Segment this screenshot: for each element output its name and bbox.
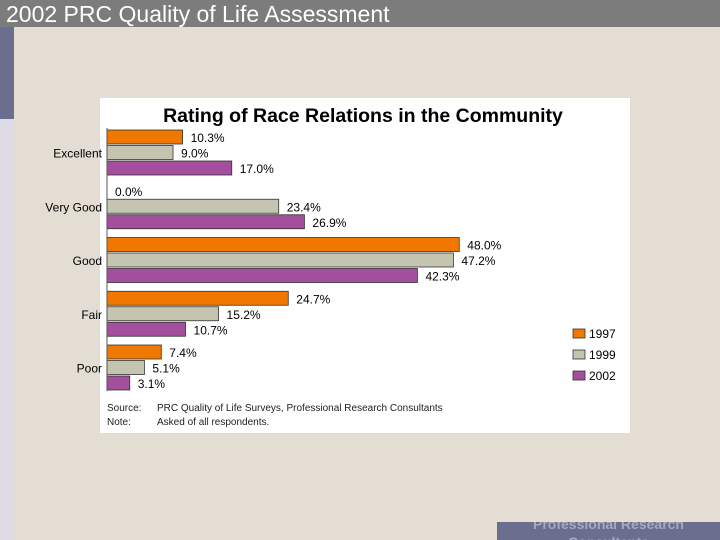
bar-1999-fair [106, 306, 219, 322]
data-label-1999-poor: 5.1% [152, 362, 180, 376]
left-decorative-stripe [0, 27, 14, 540]
data-label-2002-very-good: 26.9% [312, 216, 346, 230]
legend-label-1999: 1999 [589, 348, 616, 362]
bar-2002-very-good [106, 214, 305, 230]
data-label-2002-poor: 3.1% [138, 377, 166, 391]
header-bar: 2002 PRC Quality of Life Assessment [0, 0, 720, 27]
data-label-1997-excellent: 10.3% [191, 131, 225, 145]
bar-2002-poor [106, 375, 131, 391]
bar-1999-poor [106, 360, 145, 375]
bar-2002-fair [106, 321, 186, 337]
legend-label-1997: 1997 [589, 327, 616, 341]
legend-label-2002: 2002 [589, 369, 616, 383]
legend-swatch-1997 [572, 328, 586, 339]
bar-1997-good [106, 237, 460, 252]
note-key-1: Note: [107, 417, 131, 428]
data-label-1999-very-good: 23.4% [287, 200, 321, 214]
data-label-1999-fair: 15.2% [227, 308, 261, 322]
note-text-0: PRC Quality of Life Surveys, Professiona… [157, 403, 443, 414]
footer-company: Professional Research Consultants [533, 522, 684, 540]
data-label-1999-good: 47.2% [461, 254, 495, 268]
category-label-very-good: Very Good [45, 200, 102, 214]
bar-1999-excellent [106, 145, 174, 160]
category-label-fair: Fair [81, 308, 102, 322]
category-label-good: Good [73, 254, 102, 268]
legend-swatch-1999 [572, 349, 586, 360]
note-key-0: Source: [107, 403, 141, 414]
chart-title: Rating of Race Relations in the Communit… [163, 105, 563, 127]
category-label-poor: Poor [77, 362, 102, 376]
data-label-1997-poor: 7.4% [169, 346, 197, 360]
legend-swatch-2002 [572, 370, 586, 381]
data-label-1999-excellent: 9.0% [181, 147, 209, 161]
bar-1997-fair [106, 290, 289, 306]
bar-1999-good [106, 252, 454, 268]
data-label-2002-fair: 10.7% [194, 323, 228, 337]
data-label-2002-good: 42.3% [425, 270, 459, 284]
footer-bar: Professional Research Consultants [497, 522, 720, 540]
bar-2002-excellent [106, 160, 233, 176]
data-label-1997-fair: 24.7% [296, 292, 330, 306]
page-title: 2002 PRC Quality of Life Assessment [6, 1, 390, 27]
data-label-2002-excellent: 17.0% [240, 162, 274, 176]
data-label-1997-good: 48.0% [467, 239, 501, 253]
bar-1999-very-good [106, 198, 280, 214]
category-label-excellent: Excellent [53, 147, 102, 161]
data-label-1997-very-good: 0.0% [115, 185, 143, 199]
note-text-1: Asked of all respondents. [157, 417, 269, 428]
left-accent-block [0, 27, 14, 119]
bar-1997-excellent [106, 129, 183, 145]
bar-1997-poor [106, 344, 162, 360]
bar-2002-good [106, 268, 418, 283]
